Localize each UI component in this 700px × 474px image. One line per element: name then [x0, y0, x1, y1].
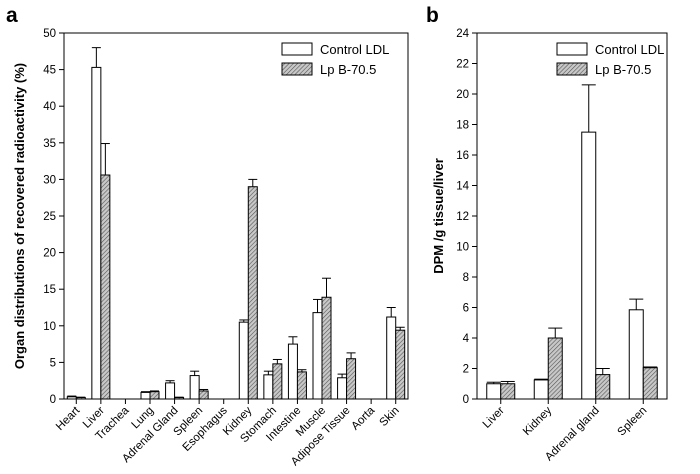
y-tick-label: 6 — [463, 303, 469, 315]
bar-lp-b-70-5 — [642, 367, 658, 400]
y-tick-label: 24 — [456, 28, 469, 40]
bar-control-ldl — [91, 66, 102, 400]
bar-lp-b-70-5 — [198, 390, 209, 400]
y-tick-label: 2 — [463, 364, 469, 376]
category-label: Aorta — [349, 404, 377, 432]
bar-control-ldl — [66, 396, 77, 400]
category-label: Skin — [378, 405, 402, 429]
legend-label: Control LDL — [595, 42, 664, 57]
y-tick-label: 35 — [43, 138, 56, 150]
bar-control-ldl — [140, 391, 151, 400]
legend-swatch — [556, 42, 588, 56]
y-tick-label: 0 — [50, 394, 56, 406]
bar-lp-b-70-5 — [395, 329, 406, 400]
y-tick-label: 4 — [463, 333, 470, 345]
legend-label: Lp B-70.5 — [595, 62, 651, 77]
y-tick-label: 22 — [456, 59, 469, 71]
y-tick-label: 5 — [50, 357, 56, 369]
y-tick-label: 16 — [456, 150, 469, 162]
y-tick-label: 20 — [456, 89, 469, 101]
bar-control-ldl — [165, 382, 176, 400]
y-axis-label: DPM /g tissue/liver — [431, 158, 446, 274]
y-tick-label: 50 — [43, 28, 56, 40]
y-tick-label: 0 — [463, 394, 469, 406]
panel-letter-b: b — [426, 4, 439, 27]
legend-label: Control LDL — [320, 42, 389, 57]
panel-letter-a: a — [6, 4, 18, 27]
y-tick-label: 20 — [43, 248, 56, 260]
bar-control-ldl — [486, 383, 502, 400]
bar-control-ldl — [263, 374, 274, 400]
chart-panel-a: 0 5 10 15 20 25 30 35 40 45 50 Organ distributions … — [12, 28, 409, 468]
category-label: Liver — [481, 405, 507, 431]
bar-control-ldl — [533, 379, 549, 400]
bar-lp-b-70-5 — [100, 174, 111, 400]
bar-lp-b-70-5 — [500, 383, 516, 400]
legend-label: Lp B-70.5 — [320, 62, 376, 77]
bar-lp-b-70-5 — [174, 397, 185, 400]
bar-control-ldl — [312, 312, 323, 400]
y-tick-label: 12 — [456, 211, 469, 223]
y-tick-label: 18 — [456, 120, 469, 132]
bar-lp-b-70-5 — [296, 371, 307, 400]
legend-swatch — [281, 42, 313, 56]
bar-lp-b-70-5 — [595, 374, 611, 400]
bar-control-ldl — [337, 377, 348, 400]
y-tick-label: 14 — [456, 181, 469, 193]
bar-lp-b-70-5 — [321, 296, 332, 400]
legend-swatch — [281, 62, 313, 76]
y-tick-label: 15 — [43, 284, 56, 296]
bar-lp-b-70-5 — [75, 397, 86, 400]
category-label: Spleen — [616, 405, 650, 439]
y-tick-label: 8 — [463, 272, 469, 284]
y-tick-label: 45 — [43, 65, 56, 77]
bar-lp-b-70-5 — [547, 337, 563, 400]
y-tick-label: 10 — [43, 321, 56, 333]
bar-lp-b-70-5 — [346, 358, 357, 400]
bar-control-ldl — [581, 131, 597, 400]
category-label: Heart — [54, 404, 83, 433]
bar-control-ldl — [238, 321, 249, 400]
bar-control-ldl — [189, 375, 200, 400]
bar-lp-b-70-5 — [272, 363, 283, 400]
category-label: Kidney — [521, 404, 555, 438]
y-tick-label: 30 — [43, 174, 56, 186]
bar-control-ldl — [386, 316, 397, 400]
y-tick-label: 40 — [43, 101, 56, 113]
legend-swatch — [556, 62, 588, 76]
bar-control-ldl — [628, 309, 644, 400]
bar-lp-b-70-5 — [247, 186, 258, 400]
bar-lp-b-70-5 — [149, 391, 160, 400]
y-axis-label: Organ distributions of recovered radioac… — [12, 63, 27, 369]
y-tick-label: 25 — [43, 211, 56, 223]
bar-control-ldl — [287, 343, 298, 400]
y-tick-label: 10 — [456, 242, 469, 254]
plot-frame — [63, 32, 409, 400]
